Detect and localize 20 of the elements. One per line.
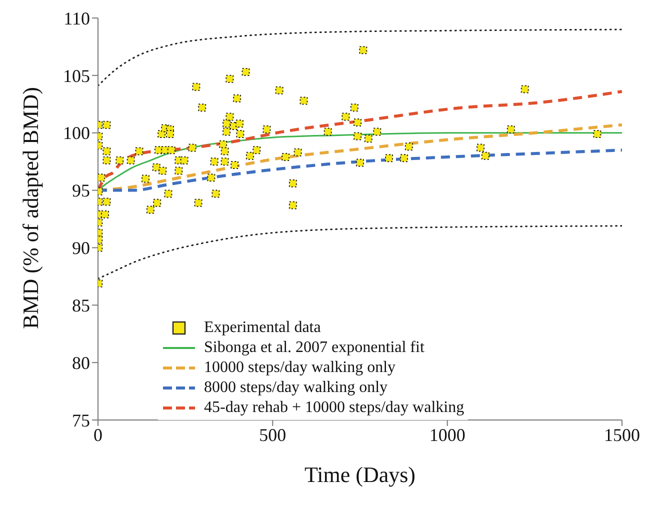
legend-label: Sibonga et al. 2007 exponential fit — [204, 338, 424, 358]
x-tick-label: 0 — [94, 424, 102, 445]
x-axis-title: Time (Days) — [304, 462, 416, 487]
y-tick-label: 75 — [72, 410, 90, 430]
y-tick-label: 100 — [63, 123, 90, 144]
y-tick-label: 90 — [72, 238, 90, 258]
y-tick-label: 85 — [72, 296, 90, 316]
y-tick-label: 110 — [64, 8, 90, 28]
y-tick-label: 105 — [63, 66, 90, 86]
y-tick-label: 80 — [72, 352, 90, 373]
line-series — [98, 28, 622, 87]
x-tick-label: 500 — [259, 424, 286, 445]
legend-label: Experimental data — [204, 318, 321, 338]
y-tick-label: 95 — [72, 180, 90, 201]
legend-label: 10000 steps/day walking only — [204, 358, 396, 378]
legend-label: 8000 steps/day walking only — [204, 378, 388, 398]
x-tick-label: 1000 — [429, 424, 466, 445]
legend-label: 45-day rehab + 10000 steps/day walking — [204, 398, 464, 418]
y-axis-title: BMD (% of adapted BMD) — [18, 87, 43, 329]
x-tick-label: 1500 — [604, 424, 640, 445]
